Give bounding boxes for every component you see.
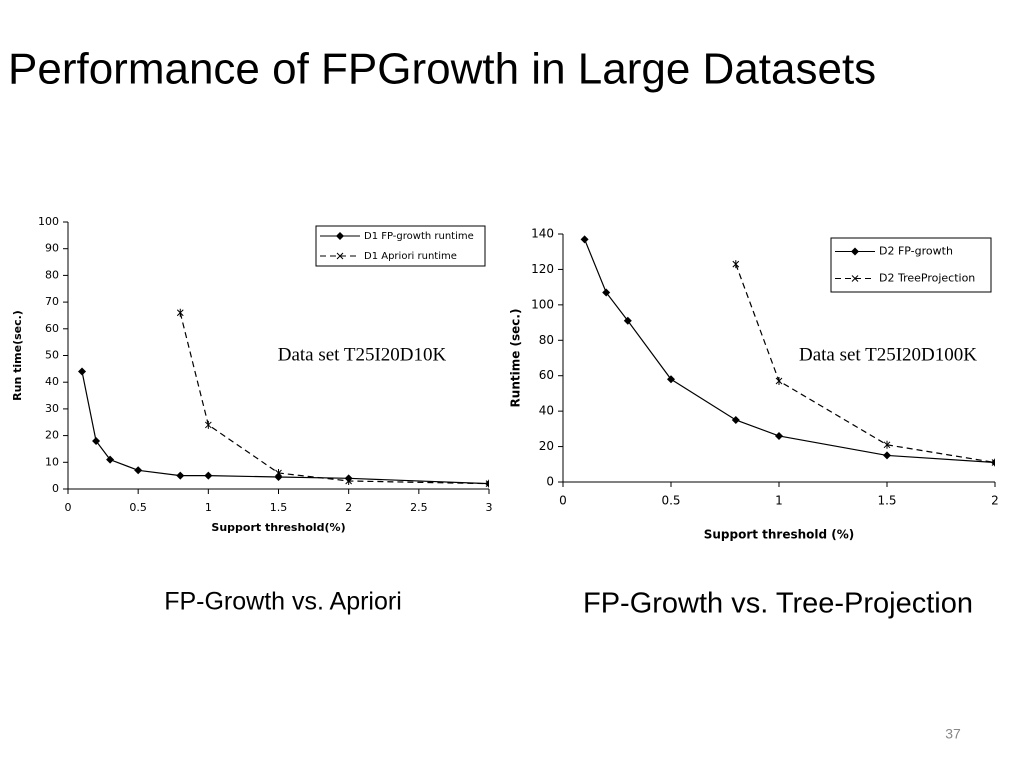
legend-box: [830, 237, 992, 293]
caption: FP-Growth vs. Apriori: [164, 588, 402, 616]
x-tick-label: 1: [775, 494, 783, 508]
y-axis-label: Run time(sec.): [11, 310, 24, 401]
y-tick-label: 120: [531, 262, 554, 276]
y-axis-label: Runtime (sec.): [509, 309, 523, 408]
point: [92, 436, 101, 445]
y-tick-label: 30: [45, 402, 59, 415]
point: [991, 458, 995, 467]
y-tick-label: 140: [531, 227, 554, 241]
legend-box: [315, 225, 486, 267]
series-line: [179, 312, 489, 485]
x-tick-label: 0.5: [661, 494, 680, 508]
y-tick-label: 60: [539, 368, 554, 382]
point: [775, 431, 783, 440]
x-tick-label: 1.5: [877, 494, 896, 508]
point: [580, 235, 589, 244]
x-tick-label: 1: [205, 501, 212, 514]
x-tick-label: 1.5: [270, 501, 288, 514]
legend-marker: [336, 252, 344, 260]
x-tick-label: 0: [559, 494, 567, 508]
x-tick-label: 2.5: [410, 501, 428, 514]
plot-area: [580, 235, 995, 467]
y-tick-label: 70: [45, 295, 59, 308]
legend-label: D2 TreeProjection: [879, 272, 975, 285]
point: [176, 308, 184, 317]
point: [883, 440, 891, 449]
point: [883, 451, 891, 460]
point: [775, 377, 783, 386]
point: [623, 316, 632, 325]
point: [991, 458, 995, 467]
y-tick-label: 80: [45, 268, 59, 281]
y-tick-label: 10: [45, 455, 59, 468]
x-tick-label: 2: [345, 501, 352, 514]
x-tick-label: 2: [991, 494, 999, 508]
y-tick-label: 40: [539, 404, 554, 418]
point: [485, 479, 489, 488]
chart: 0 20 40 60 80 100 120 140 0 0.5 1 1.5 2 Support thres…: [509, 227, 999, 542]
legend-marker: [851, 275, 859, 282]
annotation: Data set T25I20D100K: [799, 344, 977, 365]
x-axis-label: Support threshold (%): [704, 528, 855, 542]
point: [731, 416, 740, 424]
point: [732, 260, 740, 269]
x-axis-label: Support threshold(%): [211, 521, 345, 534]
y-tick-label: 90: [45, 242, 59, 255]
y-tick-label: 20: [539, 439, 554, 453]
point: [106, 455, 115, 464]
x-tick-label: 0.5: [129, 501, 147, 514]
page-number: 37: [945, 726, 961, 742]
point: [134, 466, 143, 475]
y-tick-label: 20: [45, 429, 59, 442]
y-tick-label: 100: [531, 297, 554, 311]
legend-marker: [851, 247, 859, 256]
series-line: [584, 239, 995, 464]
slide-title: Performance of FPGrowth in Large Dataset…: [8, 45, 876, 94]
point: [78, 367, 87, 376]
caption: FP-Growth vs. Tree-Projection: [583, 588, 973, 620]
legend-label: D1 Apriori runtime: [364, 251, 457, 262]
y-tick-label: 0: [546, 475, 554, 489]
point: [602, 288, 611, 297]
point: [667, 375, 675, 384]
y-tick-label: 60: [45, 322, 59, 335]
y-tick-label: 0: [52, 482, 59, 495]
x-tick-label: 3: [486, 501, 493, 514]
y-tick-label: 100: [38, 215, 59, 228]
y-tick-label: 40: [45, 375, 59, 388]
point: [345, 476, 353, 485]
legend-label: D2 FP-growth: [879, 245, 953, 258]
point: [485, 479, 489, 488]
plot-area: [78, 308, 489, 488]
point: [176, 471, 185, 480]
legend-label: D1 FP-growth runtime: [364, 231, 474, 242]
x-tick-label: 0: [65, 501, 72, 514]
y-tick-label: 80: [539, 333, 554, 347]
annotation: Data set T25I20D10K: [278, 344, 447, 365]
point: [204, 420, 212, 429]
legend-marker: [336, 232, 344, 240]
chart: 0 10 20 30 40 50 60 70 80 90 100 0 0.5 1 1.5 2 2.5 3 Suppo…: [11, 215, 493, 534]
series-line: [81, 371, 489, 485]
series-line: [735, 263, 995, 464]
y-tick-label: 50: [45, 349, 59, 362]
point: [275, 468, 282, 477]
point: [204, 471, 213, 480]
